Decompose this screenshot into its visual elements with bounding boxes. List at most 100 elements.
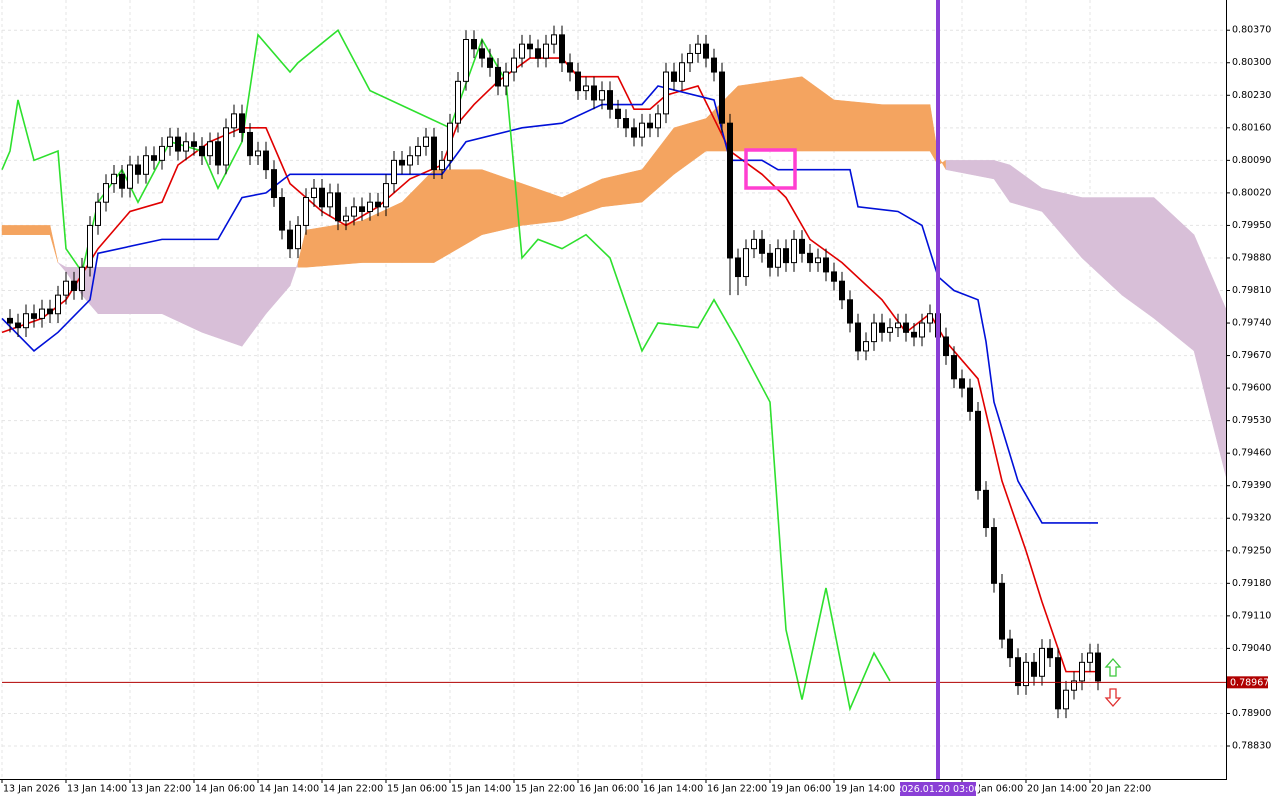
x-tick-label: 14 Jan 06:00 xyxy=(195,784,255,795)
bid-label-box xyxy=(1227,676,1268,689)
indicator-line xyxy=(1,85,1098,524)
candle-body xyxy=(919,322,925,338)
candle-body xyxy=(815,257,821,264)
candle-body xyxy=(391,159,397,185)
bid-label: 0.78967 xyxy=(1230,677,1269,688)
candle-body xyxy=(383,183,389,208)
candle-body xyxy=(215,141,221,166)
cloud-segment xyxy=(881,104,931,152)
candle-body xyxy=(1047,647,1053,659)
candle-body xyxy=(615,108,621,120)
candle-body xyxy=(311,187,317,199)
candle-body xyxy=(295,224,301,250)
y-tick-label: 0.79600 xyxy=(1232,383,1271,394)
candle-body xyxy=(7,317,13,324)
x-tick-label: 13 Jan 14:00 xyxy=(67,784,127,795)
x-tick-label: 13 Jan 2026 xyxy=(3,784,60,795)
buy-arrow xyxy=(1104,658,1122,677)
candle-body xyxy=(111,173,117,185)
y-tick-label: 0.80090 xyxy=(1232,155,1271,166)
cloud-segment xyxy=(833,99,883,152)
candle-body xyxy=(967,387,973,412)
x-tick-label: 20 Jan 22:00 xyxy=(1091,784,1151,795)
candle-body xyxy=(495,66,501,87)
x-tick-label: 20 Jan 06:00 xyxy=(963,784,1023,795)
candle-body xyxy=(631,127,637,138)
candle-body xyxy=(671,71,677,82)
candle-body xyxy=(567,62,573,73)
cloud-segment xyxy=(201,267,243,347)
candle-body xyxy=(415,145,421,157)
candle-body xyxy=(679,62,685,82)
candle-body xyxy=(695,43,701,54)
candle-body xyxy=(39,308,45,319)
y-tick-label: 0.80160 xyxy=(1232,122,1271,133)
y-tick-label: 0.79250 xyxy=(1232,545,1271,556)
y-tick-label: 0.80020 xyxy=(1232,187,1271,198)
candle-body xyxy=(951,355,957,380)
x-tick-label: 15 Jan 14:00 xyxy=(451,784,511,795)
candle-body xyxy=(799,238,805,254)
y-tick-label: 0.79950 xyxy=(1232,220,1271,231)
cursor-label-box xyxy=(900,782,976,796)
candle-body xyxy=(759,238,765,254)
candle-body xyxy=(487,57,493,68)
candle-body xyxy=(999,582,1005,640)
candle-body xyxy=(191,141,197,147)
x-tick-label: 15 Jan 06:00 xyxy=(387,784,447,795)
candle-body xyxy=(439,159,445,171)
candle-body xyxy=(55,294,61,315)
candle-body xyxy=(143,155,149,175)
candle-body xyxy=(927,313,933,324)
candle-body xyxy=(23,313,29,329)
candle-body xyxy=(263,150,269,171)
candle-body xyxy=(327,192,333,208)
x-tick-label: 15 Jan 22:00 xyxy=(515,784,575,795)
candle-body xyxy=(663,71,669,115)
candle-body xyxy=(743,248,749,278)
candle-body xyxy=(903,322,909,333)
candle-body xyxy=(239,113,245,133)
y-tick-label: 0.78830 xyxy=(1232,740,1271,751)
candle-body xyxy=(943,336,949,357)
candle-body xyxy=(583,85,589,92)
candle-body xyxy=(71,280,77,291)
y-tick-label: 0.79320 xyxy=(1232,513,1271,524)
candle-body xyxy=(151,155,157,161)
highlight-box xyxy=(744,148,797,190)
candle-body xyxy=(279,197,285,231)
candle-body xyxy=(47,308,53,315)
cloud-segment xyxy=(1,225,51,235)
candle-body xyxy=(519,43,525,59)
candle-body xyxy=(351,206,357,217)
candle-body xyxy=(463,39,469,82)
candle-body xyxy=(95,201,101,226)
candle-body xyxy=(119,173,125,189)
y-tick-label: 0.79180 xyxy=(1232,578,1271,589)
candle-body xyxy=(271,169,277,199)
candle-body xyxy=(1055,657,1061,710)
candle-body xyxy=(791,238,797,264)
candle-body xyxy=(471,39,477,50)
candle-body xyxy=(231,113,237,129)
candle-body xyxy=(911,331,917,338)
y-tick-label: 0.80370 xyxy=(1232,25,1271,36)
candle-body xyxy=(983,489,989,529)
candle-body xyxy=(767,252,773,268)
candle-body xyxy=(63,280,69,296)
candle-body xyxy=(823,257,829,273)
cloud-segment xyxy=(737,76,803,152)
candle-body xyxy=(847,299,853,324)
x-tick-label: 16 Jan 22:00 xyxy=(707,784,767,795)
x-tick-label: 19 Jan 06:00 xyxy=(771,784,831,795)
sell-arrow xyxy=(1104,688,1122,707)
x-tick-label: 19 Jan 14:00 xyxy=(835,784,895,795)
candle-body xyxy=(15,322,21,329)
candle-body xyxy=(623,118,629,129)
candle-body xyxy=(127,164,133,189)
candle-body xyxy=(535,48,541,59)
candle-body xyxy=(455,80,461,124)
